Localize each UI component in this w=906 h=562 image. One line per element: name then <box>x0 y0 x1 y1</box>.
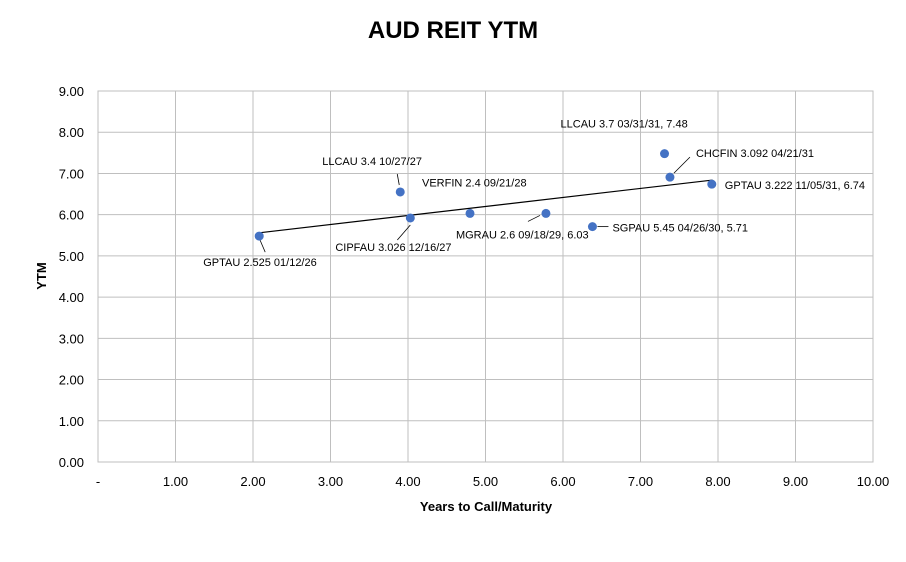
data-label: MGRAU 2.6 09/18/29, 6.03 <box>456 229 589 241</box>
data-point <box>405 213 415 223</box>
y-axis-title: YTM <box>34 262 49 289</box>
data-label: LLCAU 3.7 03/31/31, 7.48 <box>561 119 688 131</box>
label-leader-line <box>673 156 691 174</box>
chart-title: AUD REIT YTM <box>368 17 538 44</box>
x-tick-label: 1.00 <box>163 474 188 489</box>
data-label: CHCFIN 3.092 04/21/31 <box>696 148 814 160</box>
y-tick-label: 2.00 <box>59 373 84 388</box>
data-label: GPTAU 3.222 11/05/31, 6.74 <box>725 180 865 192</box>
trendline <box>259 179 713 234</box>
y-tick-label: 7.00 <box>59 166 84 181</box>
x-tick-labels: - 1.00 2.00 3.00 4.00 5.00 6.00 7.00 8.00 9.00 10.… <box>96 474 889 489</box>
data-point <box>465 208 475 218</box>
data-points <box>254 149 717 241</box>
x-tick-label: 7.00 <box>628 474 653 489</box>
x-tick-label: 8.00 <box>705 474 730 489</box>
y-tick-label: 6.00 <box>59 208 84 223</box>
x-tick-label: 4.00 <box>395 474 420 489</box>
grid <box>97 90 874 463</box>
x-tick-label: - <box>96 474 100 489</box>
label-leader-line <box>396 173 400 186</box>
data-point <box>395 187 405 197</box>
data-label: SGPAU 5.45 04/26/30, 5.71 <box>612 223 748 235</box>
x-tick-label: 2.00 <box>240 474 265 489</box>
y-tick-label: 9.00 <box>59 84 84 99</box>
x-tick-label: 9.00 <box>783 474 808 489</box>
data-point <box>665 172 675 182</box>
data-label: LLCAU 3.4 10/27/27 <box>322 156 422 168</box>
y-tick-label: 0.00 <box>59 455 84 470</box>
label-leader-line <box>527 215 541 222</box>
y-tick-label: 8.00 <box>59 125 84 140</box>
x-tick-label: 3.00 <box>318 474 343 489</box>
data-point <box>254 231 264 241</box>
data-label: CIPFAU 3.026 12/16/27 <box>335 242 451 254</box>
data-labels: GPTAU 2.525 01/12/26 LLCAU 3.4 10/27/27 CI… <box>203 119 865 269</box>
x-tick-label: 5.00 <box>473 474 498 489</box>
label-leader-line <box>397 224 411 241</box>
plot-area-border <box>97 90 874 463</box>
label-leader-lines <box>258 156 691 253</box>
data-label: GPTAU 2.525 01/12/26 <box>203 257 317 269</box>
y-tick-label: 3.00 <box>59 331 84 346</box>
x-axis-title: Years to Call/Maturity <box>420 499 553 514</box>
data-label: VERFIN 2.4 09/21/28 <box>422 177 527 189</box>
y-tick-label: 4.00 <box>59 290 84 305</box>
data-point <box>707 179 717 189</box>
x-tick-label: 10.00 <box>857 474 890 489</box>
y-tick-label: 1.00 <box>59 414 84 429</box>
x-tick-label: 6.00 <box>550 474 575 489</box>
y-tick-label: 5.00 <box>59 249 84 264</box>
data-point <box>660 149 670 159</box>
data-point <box>541 208 551 218</box>
y-tick-labels: 0.00 1.00 2.00 3.00 4.00 5.00 6.00 7.00 8.00 9.00 <box>59 84 84 470</box>
data-point <box>587 222 597 232</box>
